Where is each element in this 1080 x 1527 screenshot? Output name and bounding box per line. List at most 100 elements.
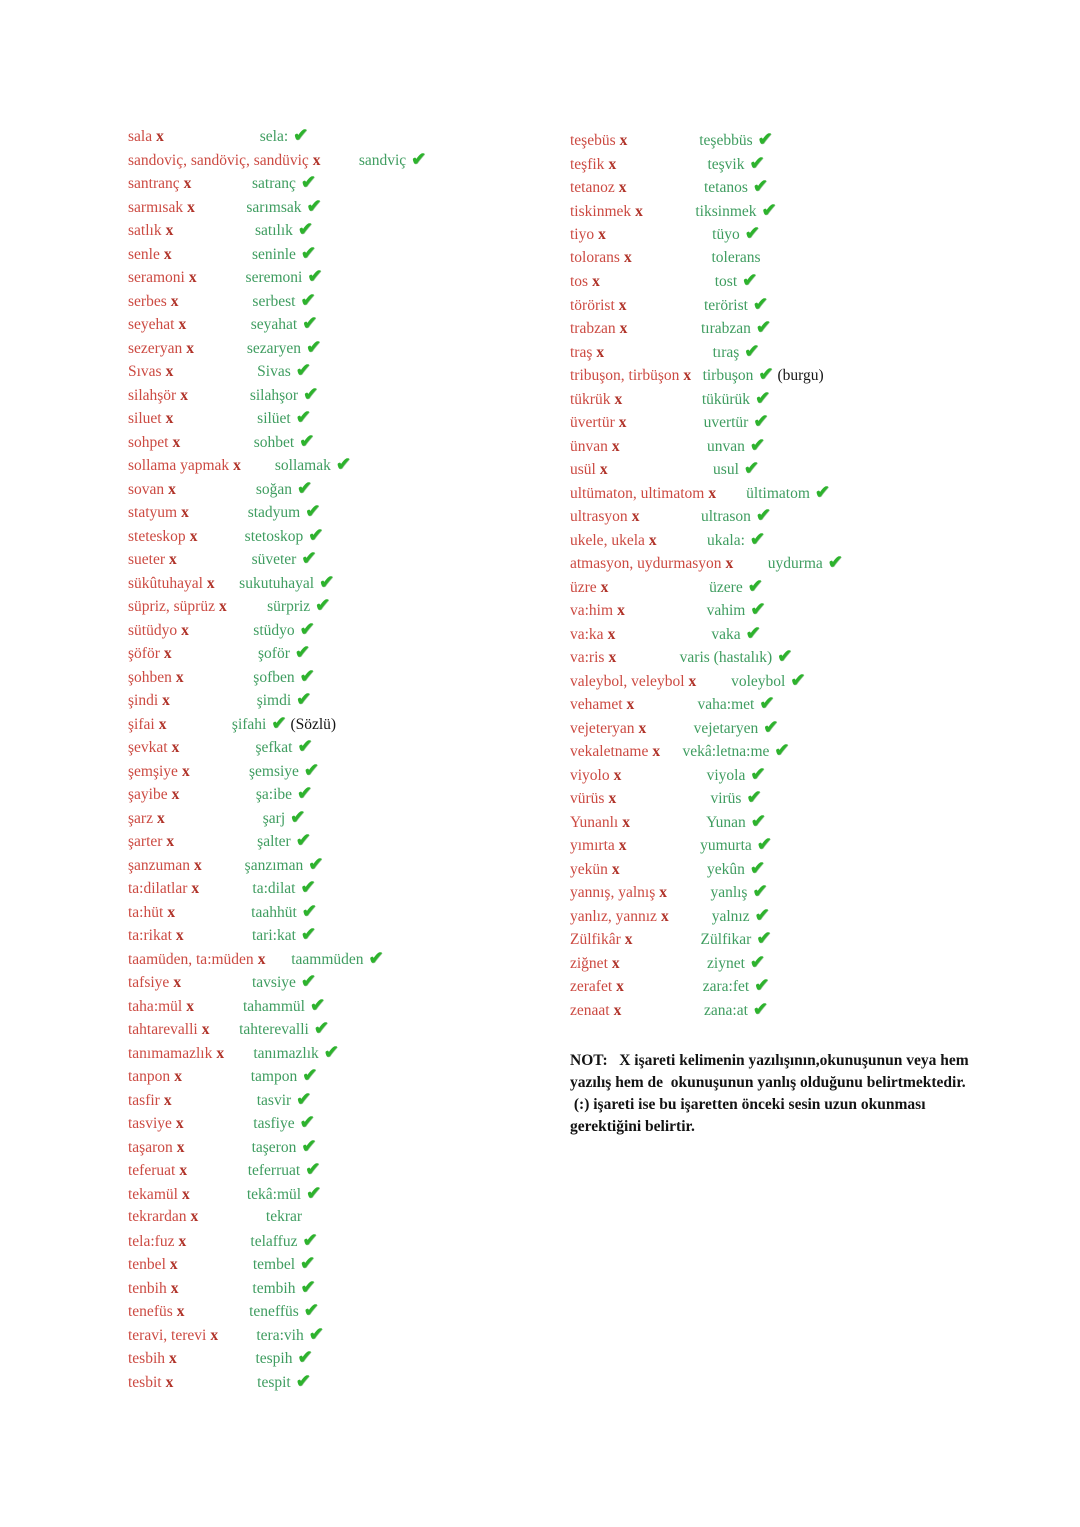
wrong-word-text: trabzan xyxy=(570,320,616,337)
correct-word: şofben ✔ xyxy=(218,665,350,690)
correct-word: tasvir ✔ xyxy=(218,1088,350,1113)
wrong-word: ünvan x xyxy=(570,435,670,459)
correct-word: serbest ✔ xyxy=(218,289,350,314)
wrong-word: valeybol, veleybol x xyxy=(570,670,702,694)
wrong-word-text: şöför xyxy=(128,645,160,662)
word-pair-row: taşaron x taşeron ✔ xyxy=(128,1135,459,1159)
checkmark-icon: ✔ xyxy=(300,877,316,897)
wrong-word-text: tesbit xyxy=(128,1373,162,1391)
word-pair-row: tiskinmek x tiksinmek ✔ xyxy=(570,199,1010,223)
x-mark: x xyxy=(175,1115,184,1132)
checkmark-icon: ✔ xyxy=(755,387,771,408)
x-mark: x xyxy=(617,602,625,619)
x-mark: x xyxy=(611,860,620,878)
wrong-word: üzre x xyxy=(570,576,670,600)
x-mark: x xyxy=(169,1350,177,1367)
x-mark: x xyxy=(688,672,697,690)
correct-word-text: tanımazlık xyxy=(253,1044,319,1062)
correct-word: tari:kat ✔ xyxy=(218,923,350,948)
x-mark: x xyxy=(683,367,692,384)
correct-word-text: şofben xyxy=(253,668,295,686)
correct-word-text: silahşor xyxy=(249,386,299,404)
wrong-word-text: tiyo xyxy=(570,226,595,243)
word-pair-row: üzre x üzere ✔ xyxy=(570,575,1010,599)
wrong-word: siluet x xyxy=(128,407,218,431)
annotation-text: (burgu) xyxy=(777,367,824,384)
word-pair-row: tos x tost ✔ xyxy=(570,269,1010,293)
word-pair-row: tribuşon, tirbüşon x tirbuşon ✔ (burgu) xyxy=(570,363,1010,387)
correct-word: Yunan ✔ xyxy=(670,810,802,835)
checkmark-icon: ✔ xyxy=(752,293,768,314)
wrong-word-text: şarz xyxy=(128,809,153,827)
wrong-word: tolorans x xyxy=(570,246,670,270)
wrong-word: seyehat x xyxy=(128,313,218,337)
correct-word: sarımsak ✔ xyxy=(218,195,350,220)
checkmark-icon: ✔ xyxy=(752,881,768,901)
correct-word-text: şoför xyxy=(258,645,290,662)
wrong-word-text: tafsiye xyxy=(128,974,170,991)
x-mark: x xyxy=(170,292,179,310)
wrong-word-text: vekaletname xyxy=(570,743,649,760)
checkmark-icon: ✔ xyxy=(749,434,765,455)
correct-word-text: tüyo xyxy=(712,226,740,243)
checkmark-icon: ✔ xyxy=(302,1065,318,1085)
word-pair-row: vürüs x virüs ✔ xyxy=(570,786,1010,810)
correct-word-text: süveter xyxy=(251,551,297,568)
wrong-word: tasfir x xyxy=(128,1089,218,1113)
wrong-word: yanlız, yannız x xyxy=(570,905,675,929)
wrong-word-text: siluet xyxy=(128,410,162,427)
checkmark-icon: ✔ xyxy=(300,289,316,310)
wrong-word: traş x xyxy=(570,341,670,365)
word-pair-row: şayibe x şa:ibe ✔ xyxy=(128,782,459,806)
word-pair-row: şarter x şalter ✔ xyxy=(128,829,459,853)
checkmark-icon: ✔ xyxy=(750,763,766,784)
wrong-word-text: tenefüs xyxy=(128,1303,173,1320)
correct-word-text: tampon xyxy=(250,1068,298,1085)
checkmark-icon: ✔ xyxy=(297,783,313,803)
wrong-word: ziğnet x xyxy=(570,952,670,976)
x-mark: x xyxy=(181,762,190,780)
checkmark-icon: ✔ xyxy=(271,712,287,733)
correct-word-text: sürpriz xyxy=(267,598,311,615)
checkmark-icon: ✔ xyxy=(774,740,790,760)
correct-word: tiksinmek ✔ xyxy=(670,199,802,224)
word-pair-row: tasfir x tasvir ✔ xyxy=(128,1088,459,1112)
wrong-word-text: ukele, ukela xyxy=(570,531,645,549)
correct-word: taahhüt ✔ xyxy=(218,900,350,925)
wrong-word: şayibe x xyxy=(128,783,218,807)
correct-word-text: yalnız xyxy=(711,907,750,925)
correct-word: terörist ✔ xyxy=(670,293,802,318)
wrong-word-text: atmasyon, uydurmasyon xyxy=(570,555,722,572)
word-pair-row: ziğnet x ziynet ✔ xyxy=(570,951,1010,975)
correct-word: tetanos ✔ xyxy=(670,175,802,200)
word-pair-row: senle x seninle ✔ xyxy=(128,242,459,266)
wrong-word: teşebüs x xyxy=(570,129,670,153)
correct-word: vekâ:letna:me ✔ xyxy=(670,739,802,764)
correct-word-text: unvan xyxy=(707,437,745,455)
checkmark-icon: ✔ xyxy=(301,900,317,921)
wrong-word-text: sarmısak xyxy=(128,198,184,216)
correct-word-text: uvertür xyxy=(703,414,749,431)
correct-word: seninle ✔ xyxy=(218,242,350,267)
checkmark-icon: ✔ xyxy=(744,223,760,243)
wrong-word: tasviye x xyxy=(128,1112,218,1136)
word-pair-row: yekün x yekûn ✔ xyxy=(570,857,1010,881)
wrong-word: teşfik x xyxy=(570,153,670,177)
x-mark: x xyxy=(174,1068,182,1085)
correct-word: tolerans xyxy=(670,246,802,270)
x-mark: x xyxy=(312,151,321,169)
correct-word: vaka ✔ xyxy=(670,622,802,647)
wrong-word: şemşiye x xyxy=(128,760,218,784)
checkmark-icon: ✔ xyxy=(335,454,351,474)
checkmark-icon: ✔ xyxy=(749,951,765,972)
correct-word: şoför ✔ xyxy=(218,641,350,666)
correct-word-text: ziynet xyxy=(707,954,745,972)
wrong-word: yekün x xyxy=(570,858,670,882)
correct-word: vejetaryen ✔ xyxy=(670,716,802,741)
wrong-word-text: şayibe xyxy=(128,786,168,803)
note-line: (:) işareti ise bu işaretten önceki sesi… xyxy=(570,1096,926,1113)
wrong-word: vejeteryan x xyxy=(570,717,670,741)
correct-word-text: ultrason xyxy=(700,508,751,525)
wrong-word: teferuat x xyxy=(128,1159,218,1183)
correct-word: viyola ✔ xyxy=(670,763,802,788)
